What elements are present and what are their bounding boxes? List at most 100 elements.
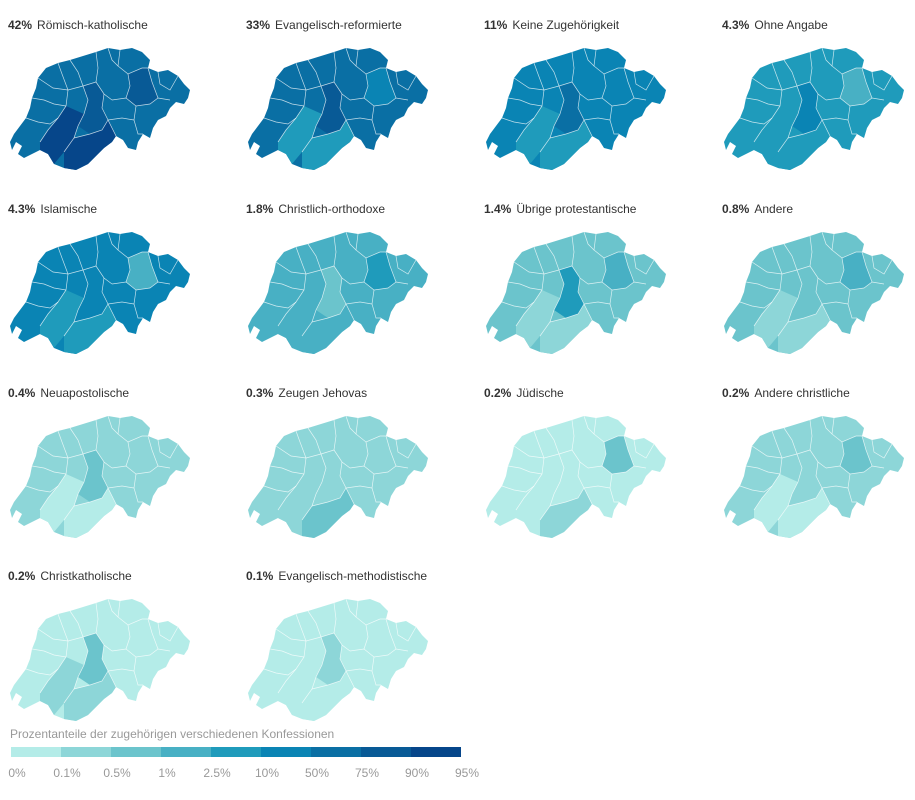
- canton-border: [95, 602, 113, 652]
- region-shape: [302, 488, 354, 538]
- canton-border: [345, 231, 357, 251]
- canton-border: [771, 62, 783, 91]
- canton-border: [295, 613, 307, 642]
- canton-border: [307, 610, 322, 638]
- canton-border: [825, 465, 885, 475]
- canton-border: [861, 251, 873, 283]
- panel-title: 0.2% Andere christliche: [722, 386, 850, 400]
- panel-percentage: 0.4%: [8, 386, 36, 400]
- region-shape: [540, 304, 592, 354]
- region-shape: [278, 474, 322, 532]
- canton-border: [871, 255, 893, 275]
- legend-swatch: [311, 747, 361, 757]
- panel-percentage: 0.2%: [722, 386, 750, 400]
- region-shape: [316, 633, 346, 685]
- canton-border: [111, 465, 171, 475]
- region-shape: [602, 436, 634, 474]
- map-panel: 1.8% Christlich-orthodoxe: [246, 202, 466, 372]
- panel-title: 0.2% Christkatholische: [8, 569, 132, 583]
- map-panel: 0.8% Andere: [722, 202, 915, 372]
- canton-border: [861, 67, 873, 99]
- canton-border: [623, 435, 635, 467]
- canton-border: [363, 73, 369, 99]
- canton-border: [31, 97, 67, 107]
- legend-swatch: [411, 747, 461, 757]
- map-panel: 11% Keine Zugehörigkeit: [484, 18, 704, 188]
- map-panel: 0.2% Jüdische: [484, 386, 704, 556]
- canton-border: [31, 465, 67, 475]
- canton-border: [847, 289, 857, 319]
- map-panel: 33% Evangelisch-reformierte: [246, 18, 466, 188]
- canton-border: [533, 246, 545, 275]
- canton-border: [101, 644, 117, 688]
- region-shape: [278, 106, 322, 164]
- canton-border: [363, 257, 369, 283]
- canton-border: [371, 656, 381, 686]
- canton-border: [623, 67, 635, 99]
- legend-swatch: [11, 747, 61, 757]
- canton-border: [633, 439, 655, 459]
- region-shape: [126, 68, 158, 106]
- canton-border: [95, 51, 113, 101]
- region-shape: [40, 474, 84, 532]
- canton-border: [623, 251, 635, 283]
- legend-color-scale: [11, 747, 461, 757]
- legend-tick-label: 0.5%: [103, 766, 131, 780]
- panel-label: Zeugen Jehovas: [278, 386, 368, 400]
- canton-border: [69, 59, 84, 87]
- legend-tick-label: 10%: [254, 766, 280, 780]
- canton-border: [783, 427, 798, 455]
- canton-border: [269, 281, 305, 291]
- canton-border: [31, 648, 67, 658]
- panel-percentage: 4.3%: [722, 18, 750, 32]
- legend-tick-label: 2.5%: [203, 766, 231, 780]
- canton-border: [349, 648, 409, 658]
- panel-label: Jüdische: [516, 386, 564, 400]
- canton-border: [815, 461, 831, 505]
- map-panel: 42% Römisch-katholische: [8, 18, 228, 188]
- canton-border: [809, 419, 827, 469]
- canton-border: [73, 670, 109, 690]
- canton-border: [839, 441, 845, 467]
- canton-border: [587, 281, 647, 291]
- canton-border: [307, 427, 322, 455]
- canton-border: [571, 51, 589, 101]
- region-shape: [778, 120, 830, 170]
- region-shape: [364, 619, 396, 657]
- panel-label: Keine Zugehörigkeit: [512, 18, 620, 32]
- canton-border: [633, 255, 655, 275]
- canton-border: [69, 610, 84, 638]
- canton-border: [307, 243, 322, 271]
- canton-border: [545, 243, 560, 271]
- canton-border: [385, 251, 397, 283]
- canton-border: [339, 644, 355, 688]
- canton-border: [821, 47, 833, 67]
- canton-border: [147, 67, 159, 99]
- canton-border: [583, 415, 595, 435]
- canton-border: [107, 47, 119, 67]
- canton-border: [609, 105, 619, 135]
- canton-border: [395, 439, 417, 459]
- canton-border: [57, 613, 69, 642]
- canton-border: [777, 85, 803, 153]
- canton-border: [307, 59, 322, 87]
- canton-border: [507, 281, 543, 291]
- canton-border: [871, 439, 893, 459]
- canton-border: [395, 255, 417, 275]
- region-shape: [516, 474, 560, 532]
- canton-border: [73, 487, 109, 507]
- canton-border: [269, 648, 305, 658]
- canton-border: [69, 243, 84, 271]
- panel-title: 33% Evangelisch-reformierte: [246, 18, 402, 32]
- region-shape: [40, 657, 84, 715]
- region-shape: [302, 671, 354, 721]
- canton-border: [745, 465, 781, 475]
- region-shape: [40, 106, 84, 164]
- region-shape: [364, 252, 396, 290]
- canton-border: [25, 668, 59, 676]
- legend-swatch: [211, 747, 261, 757]
- canton-border: [745, 97, 781, 107]
- canton-border: [263, 301, 297, 309]
- region-shape: [78, 266, 108, 318]
- panel-label: Neuapostolische: [40, 386, 130, 400]
